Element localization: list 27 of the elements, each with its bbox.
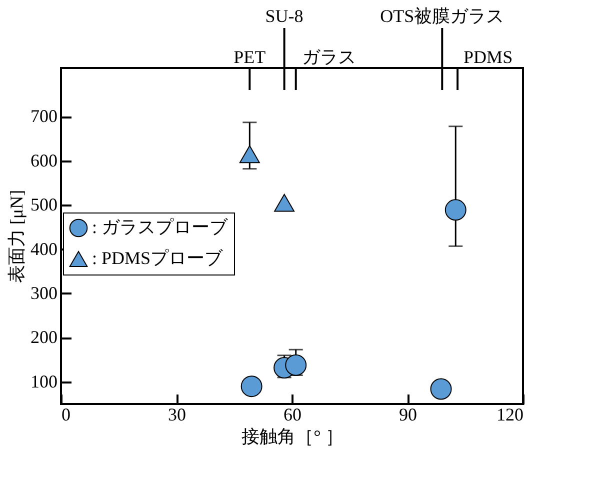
point bbox=[274, 194, 295, 212]
ref-line-label: SU-8 bbox=[265, 6, 304, 26]
y-tick-label: 100 bbox=[30, 371, 58, 392]
y-tick-label: 200 bbox=[30, 327, 58, 348]
x-tick-label: 60 bbox=[284, 404, 302, 424]
ref-line-label: ガラス bbox=[302, 47, 356, 67]
x-axis-title: 接触角［° ］ bbox=[242, 426, 344, 446]
y-tick-label: 500 bbox=[30, 194, 58, 215]
y-tick-label: 600 bbox=[30, 150, 58, 170]
point bbox=[239, 145, 260, 164]
point bbox=[430, 378, 452, 400]
x-tick-label: 30 bbox=[168, 404, 186, 424]
y-tick-label: 300 bbox=[30, 282, 58, 303]
y-axis-title: 表面力 [μN] bbox=[6, 190, 26, 284]
point bbox=[240, 376, 262, 398]
x-tick-label: 120 bbox=[496, 404, 524, 424]
ref-line-label: PET bbox=[234, 47, 266, 67]
point bbox=[444, 199, 466, 221]
point bbox=[285, 354, 307, 376]
ref-line-label: PDMS bbox=[464, 47, 513, 67]
y-tick-label: 400 bbox=[30, 238, 58, 259]
x-tick-label: 90 bbox=[399, 404, 417, 424]
y-tick-label: 700 bbox=[30, 106, 58, 126]
x-tick-label: 0 bbox=[62, 404, 70, 424]
ref-line-label: OTS被膜ガラス bbox=[380, 6, 504, 26]
legend-label: : PDMSプローブ bbox=[92, 248, 224, 268]
legend-label: : ガラスプローブ bbox=[92, 216, 228, 237]
